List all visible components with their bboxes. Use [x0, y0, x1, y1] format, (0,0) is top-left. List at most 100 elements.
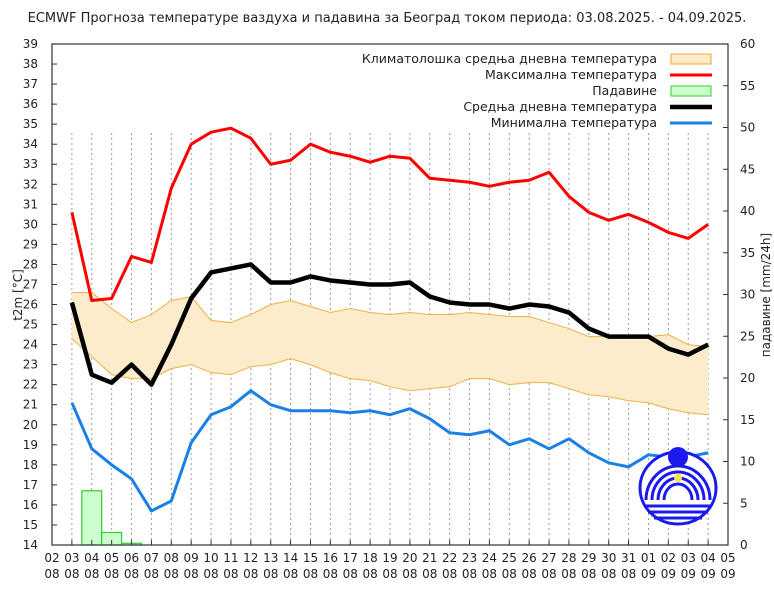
x-tick-month: 08: [303, 567, 318, 581]
y-tick-label: 27: [23, 277, 38, 291]
x-tick-month: 08: [462, 567, 477, 581]
y2-tick-label: 40: [740, 204, 755, 218]
legend-label: Максимална температура: [485, 67, 657, 82]
x-tick-day: 22: [442, 551, 457, 565]
x-tick-day: 26: [522, 551, 537, 565]
max-temperature-line: [70, 126, 709, 303]
y-tick-label: 14: [23, 538, 38, 552]
x-tick-day: 09: [184, 551, 199, 565]
y2-tick-label: 10: [740, 455, 755, 469]
precipitation-bar: [81, 490, 103, 546]
y2-tick-label: 60: [740, 37, 755, 51]
y-tick-label: 32: [23, 177, 38, 191]
x-tick-day: 03: [681, 551, 696, 565]
x-tick-day: 05: [104, 551, 119, 565]
y2-tick-label: 50: [740, 121, 755, 135]
legend-label: Падавине: [592, 83, 657, 98]
rhmz-logo: [638, 447, 718, 526]
temperature-lines: [69, 126, 710, 513]
x-tick-day: 06: [124, 551, 139, 565]
x-tick-day: 30: [601, 551, 616, 565]
y-tick-label: 26: [23, 298, 38, 312]
x-tick-day: 31: [621, 551, 636, 565]
x-tick-month: 08: [104, 567, 119, 581]
y-tick-label: 33: [23, 157, 38, 171]
y-tick-label: 19: [23, 438, 38, 452]
y-tick-label: 23: [23, 358, 38, 372]
x-tick-day: 07: [144, 551, 159, 565]
y2-tick-label: 55: [740, 79, 755, 93]
x-tick-day: 15: [303, 551, 318, 565]
logo-cloud-icon: [668, 447, 688, 467]
legend-swatch: [670, 53, 712, 65]
axes: 14 15 16 17 18 19 20 21 22 23 24 25 26 27 28 29 30 31 32 33…: [23, 37, 756, 581]
y-tick-label: 16: [23, 498, 38, 512]
x-tick-month: 08: [164, 567, 179, 581]
x-tick-month: 08: [581, 567, 596, 581]
x-tick-day: 14: [283, 551, 298, 565]
x-tick-month: 08: [223, 567, 238, 581]
x-tick-day: 10: [203, 551, 218, 565]
y-tick-label: 24: [23, 338, 38, 352]
x-tick-month: 08: [144, 567, 159, 581]
x-tick-month: 08: [382, 567, 397, 581]
x-tick-day: 25: [502, 551, 517, 565]
y-tick-label: 28: [23, 257, 38, 271]
y2-tick-label: 0: [740, 538, 748, 552]
y2-tick-label: 30: [740, 288, 755, 302]
mean-temperature-line: [69, 262, 710, 387]
x-tick-month: 08: [84, 567, 99, 581]
x-tick-month: 08: [263, 567, 278, 581]
legend-label: Климатолошка средња дневна температура: [362, 51, 657, 66]
x-tick-month: 08: [283, 567, 298, 581]
legend-label: Средња дневна температура: [463, 99, 657, 114]
x-tick-day: 21: [422, 551, 437, 565]
logo-sun-icon: [674, 474, 682, 482]
y2-tick-label: 15: [740, 413, 755, 427]
legend-swatch: [670, 85, 712, 97]
x-tick-month: 08: [422, 567, 437, 581]
y-tick-label: 38: [23, 57, 38, 71]
y-tick-label: 15: [23, 518, 38, 532]
climatology-band: [71, 291, 709, 416]
x-tick-month: 08: [44, 567, 59, 581]
min-temperature-line: [70, 389, 709, 513]
x-tick-month: 08: [323, 567, 338, 581]
y2-tick-label: 45: [740, 162, 755, 176]
y-tick-label: 21: [23, 398, 38, 412]
x-tick-day: 28: [561, 551, 576, 565]
x-tick-month: 09: [681, 567, 696, 581]
x-tick-day: 29: [581, 551, 596, 565]
x-tick-month: 08: [402, 567, 417, 581]
x-tick-month: 08: [522, 567, 537, 581]
x-tick-month: 08: [362, 567, 377, 581]
x-tick-month: 09: [720, 567, 735, 581]
x-tick-month: 09: [641, 567, 656, 581]
y-tick-label: 37: [23, 77, 38, 91]
chart-title: ECMWF Прогноза температуре ваздуха и пад…: [28, 11, 747, 26]
x-tick-day: 18: [362, 551, 377, 565]
y2-axis-label: падавине [mm/24h]: [759, 233, 773, 357]
x-tick-day: 01: [641, 551, 656, 565]
y-tick-label: 30: [23, 217, 38, 231]
x-tick-month: 08: [203, 567, 218, 581]
y-tick-label: 17: [23, 478, 38, 492]
x-tick-day: 23: [462, 551, 477, 565]
x-tick-day: 19: [382, 551, 397, 565]
x-tick-day: 27: [541, 551, 556, 565]
x-tick-month: 08: [124, 567, 139, 581]
x-tick-month: 08: [343, 567, 358, 581]
x-tick-day: 16: [323, 551, 338, 565]
x-tick-day: 13: [263, 551, 278, 565]
y2-tick-label: 25: [740, 329, 755, 343]
x-tick-day: 11: [223, 551, 238, 565]
x-tick-month: 09: [700, 567, 715, 581]
x-tick-month: 08: [64, 567, 79, 581]
climatology-upper-line: [71, 291, 709, 348]
y-tick-label: 18: [23, 458, 38, 472]
x-tick-month: 08: [442, 567, 457, 581]
y2-tick-label: 35: [740, 246, 755, 260]
y-tick-label: 22: [23, 378, 38, 392]
y-tick-label: 39: [23, 37, 38, 51]
y-tick-label: 20: [23, 418, 38, 432]
